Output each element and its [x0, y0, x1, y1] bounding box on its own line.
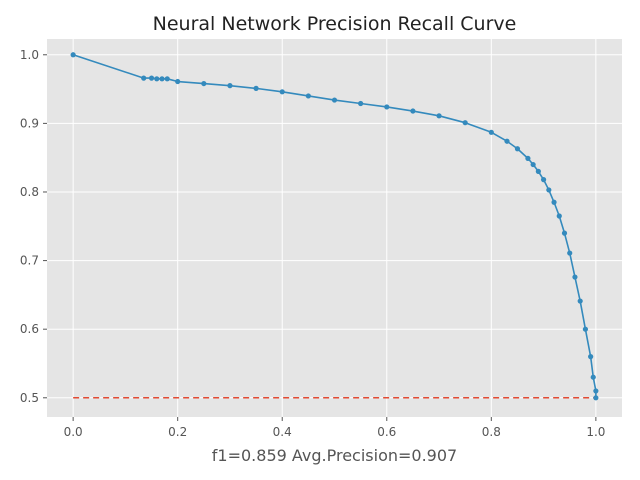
data-point	[384, 104, 390, 110]
x-tick-label: 1.0	[586, 425, 605, 439]
data-point	[201, 80, 207, 87]
y-tick-label: 0.5	[20, 391, 39, 405]
x-tick-label: 0.8	[482, 425, 501, 439]
x-axis-label: f1=0.859 Avg.Precision=0.907	[212, 446, 457, 465]
data-point	[253, 85, 259, 91]
y-tick-label: 0.6	[20, 322, 39, 336]
data-point	[141, 75, 147, 81]
y-tick-label: 0.7	[20, 254, 39, 268]
data-point	[582, 326, 589, 332]
data-point	[561, 230, 568, 236]
x-tick-label: 0.2	[168, 425, 187, 439]
grid-lines	[47, 39, 622, 417]
data-point	[551, 199, 557, 205]
data-point	[525, 155, 531, 161]
data-point	[279, 89, 285, 95]
data-point	[535, 168, 541, 174]
data-point	[504, 138, 510, 144]
data-point	[410, 108, 416, 114]
data-point	[593, 388, 599, 394]
plot-area	[47, 39, 622, 417]
data-point	[358, 100, 364, 107]
data-point	[462, 120, 468, 126]
data-point	[305, 93, 311, 99]
data-point	[488, 129, 494, 135]
data-point	[148, 75, 155, 81]
y-tick-label: 0.8	[20, 185, 39, 199]
data-points	[70, 52, 599, 401]
data-point	[540, 177, 547, 183]
x-tick-label: 0.0	[64, 425, 83, 439]
data-point	[227, 83, 233, 89]
data-point	[436, 113, 442, 119]
data-point	[588, 354, 594, 360]
data-point	[154, 76, 160, 82]
data-point	[164, 76, 170, 82]
data-point	[590, 374, 596, 380]
data-point	[546, 187, 552, 193]
chart-title: Neural Network Precision Recall Curve	[153, 13, 517, 35]
data-point	[331, 97, 338, 103]
y-tick-label: 0.9	[20, 116, 39, 130]
data-point	[70, 52, 76, 58]
data-point	[567, 250, 573, 256]
data-point	[556, 213, 562, 219]
y-tick-label: 1.0	[20, 48, 39, 62]
data-point	[593, 395, 599, 401]
x-tick-label: 0.4	[273, 425, 292, 439]
axis-ticks: 0.0 0.2 0.4 0.6 0.8 1.0 0.5 0.6 0.7 0.8 0.9 1.0	[20, 48, 606, 439]
data-point	[175, 78, 181, 85]
x-tick-label: 0.6	[377, 425, 396, 439]
data-point	[530, 161, 536, 168]
data-point	[577, 298, 583, 304]
data-point	[514, 146, 521, 152]
data-point	[572, 274, 578, 280]
data-point	[159, 76, 165, 82]
series-layer	[70, 52, 599, 401]
